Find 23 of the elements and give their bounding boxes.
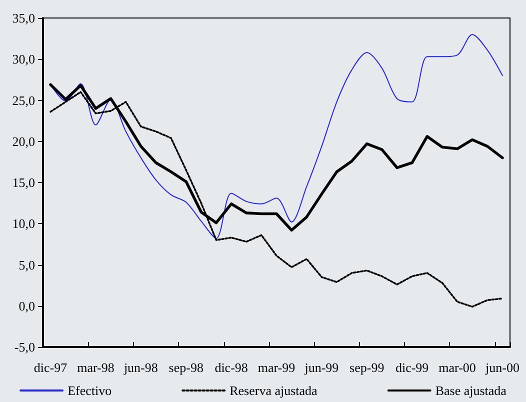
y-tick-label: 20,0 bbox=[12, 134, 35, 149]
x-tick-label: dic-98 bbox=[214, 360, 248, 375]
legend-label: Base ajustada bbox=[435, 383, 507, 398]
y-tick-label: -5,0 bbox=[14, 340, 35, 354]
y-tick-label: 30,0 bbox=[12, 52, 35, 67]
y-tick-label: 0,0 bbox=[18, 298, 35, 314]
y-tick-label: 25,0 bbox=[12, 92, 35, 108]
y-tick-label: 15,0 bbox=[12, 175, 35, 190]
x-tick-label: sep-99 bbox=[350, 360, 384, 375]
x-tick-label: jun-98 bbox=[122, 360, 158, 375]
x-tick-label: jun-99 bbox=[304, 360, 339, 375]
x-tick-label: mar-99 bbox=[258, 360, 296, 375]
x-tick-label: mar-00 bbox=[438, 360, 476, 375]
y-tick-label: 35,0 bbox=[12, 10, 35, 26]
y-tick-label: 5,0 bbox=[18, 257, 35, 272]
x-tick-label: dic-99 bbox=[395, 360, 429, 375]
x-tick-label: sep-98 bbox=[168, 360, 204, 375]
x-tick-label: mar-98 bbox=[77, 360, 114, 375]
y-tick-label: 10,0 bbox=[12, 216, 35, 232]
x-tick-label: dic-97 bbox=[34, 360, 68, 375]
x-tick-label: jun-00 bbox=[484, 360, 520, 375]
legend-label: Efectivo bbox=[68, 383, 112, 398]
legend-label: Reserva ajustada bbox=[230, 383, 318, 398]
